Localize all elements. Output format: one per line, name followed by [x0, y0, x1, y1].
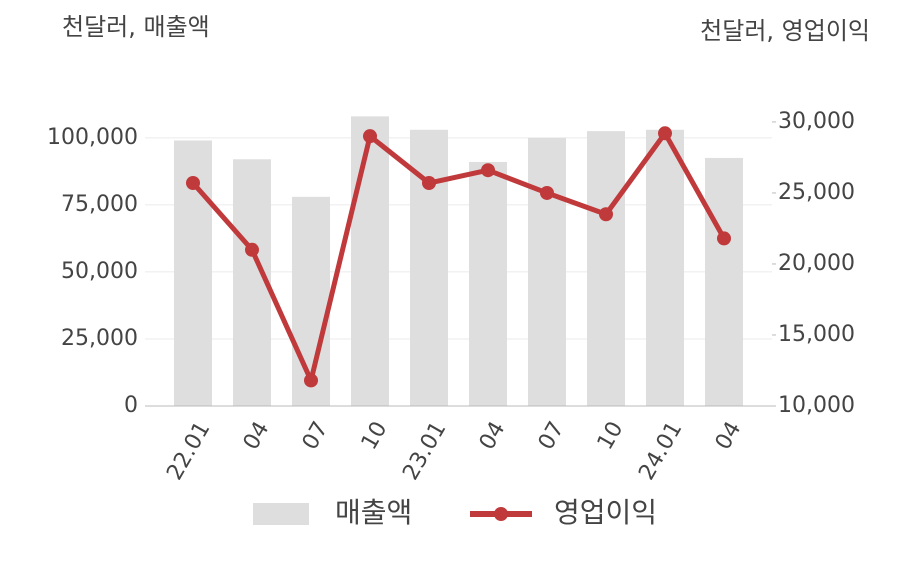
legend-swatch	[494, 507, 508, 521]
y2-tick-label: 30,000	[778, 109, 855, 134]
x-tick-label: 04	[475, 418, 511, 455]
point	[245, 242, 259, 257]
bar	[528, 137, 566, 406]
x-tick-label: 07	[534, 418, 570, 455]
y2-tick-label: 25,000	[778, 180, 855, 205]
bar	[646, 129, 684, 407]
legend-swatch	[253, 503, 309, 525]
point	[186, 176, 200, 191]
point	[422, 176, 436, 191]
point	[481, 163, 495, 178]
y2-tick-label: 20,000	[778, 251, 855, 276]
y2-tick-label: 10,000	[778, 393, 855, 418]
point	[658, 126, 672, 141]
bar	[351, 116, 389, 406]
y-tick-label: 25,000	[61, 326, 138, 351]
legend-label: 영업이익	[554, 496, 657, 529]
x-tick-label: 10	[357, 418, 393, 455]
y2-tick-label: 15,000	[778, 322, 855, 347]
y-unit-label: 천달러, 매출액	[62, 13, 210, 41]
x-tick-label: 10	[593, 418, 629, 455]
line	[191, 130, 727, 383]
point	[717, 231, 731, 246]
x-tick-label: 24.01	[634, 418, 687, 485]
y-tick-label: 0	[124, 393, 138, 418]
y-tick-label: 50,000	[61, 259, 138, 284]
bar	[705, 157, 743, 406]
bar	[469, 161, 507, 406]
x-tick-label: 04	[239, 418, 275, 455]
point	[599, 207, 613, 222]
bar	[587, 131, 625, 406]
y-tick-label: 100,000	[47, 125, 138, 150]
point	[363, 129, 377, 144]
point	[540, 185, 554, 200]
x-tick-label: 22.01	[162, 418, 215, 485]
x-tick-label: 23.01	[398, 418, 451, 485]
y-tick-label: 75,000	[61, 192, 138, 217]
x-tick-label: 07	[298, 418, 334, 455]
point	[304, 373, 318, 388]
x-tick-label: 04	[711, 418, 747, 455]
y2-unit-label: 천달러, 영업이익	[700, 17, 870, 45]
legend-label: 매출액	[335, 496, 412, 529]
